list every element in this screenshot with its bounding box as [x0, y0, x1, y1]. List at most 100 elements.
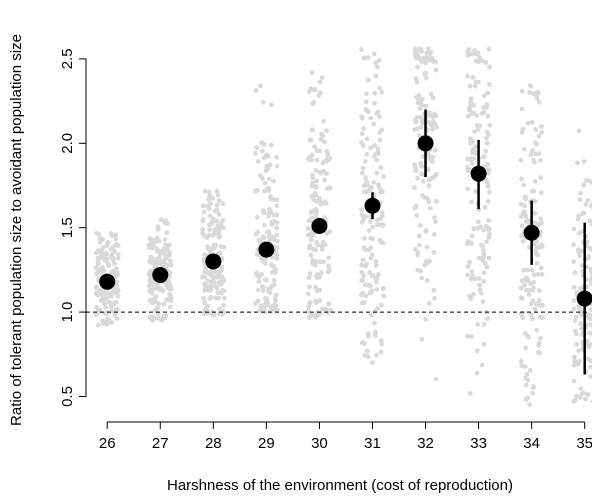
raw-point	[104, 321, 110, 327]
raw-point	[530, 316, 535, 322]
raw-point	[166, 253, 172, 258]
raw-point	[430, 95, 436, 101]
x-tick-label: 26	[99, 435, 116, 452]
raw-point	[534, 261, 540, 266]
raw-point	[578, 321, 584, 327]
raw-point	[168, 262, 174, 268]
x-tick-label: 33	[470, 435, 487, 452]
raw-point	[375, 217, 380, 223]
raw-point	[207, 227, 212, 233]
raw-point	[482, 260, 488, 266]
raw-point	[373, 329, 378, 335]
raw-point	[262, 180, 268, 186]
raw-point	[253, 150, 258, 156]
raw-point	[427, 258, 433, 264]
raw-point	[534, 90, 540, 95]
raw-point	[163, 242, 169, 248]
raw-point	[485, 199, 491, 204]
raw-point	[432, 147, 438, 153]
raw-point	[368, 255, 374, 261]
raw-point	[314, 148, 320, 154]
raw-point	[327, 185, 333, 191]
raw-point	[575, 160, 580, 166]
raw-point	[97, 309, 102, 314]
raw-point	[208, 284, 214, 289]
raw-point	[381, 293, 386, 299]
raw-point	[202, 307, 208, 313]
raw-point	[359, 278, 364, 283]
raw-point	[113, 236, 119, 242]
raw-point	[152, 298, 158, 304]
raw-point	[465, 264, 471, 269]
axes: 0.5 1.0 1.5 2.0 2.5 26 27 28 29 30 31 32 33 34 35	[59, 48, 592, 452]
raw-point	[273, 298, 278, 303]
raw-point	[420, 193, 425, 198]
raw-point	[427, 156, 433, 162]
raw-point	[588, 374, 592, 380]
raw-point	[113, 307, 119, 312]
raw-point	[158, 217, 164, 223]
raw-point	[484, 105, 490, 111]
raw-point	[472, 276, 478, 282]
raw-point	[307, 315, 312, 320]
raw-point	[575, 249, 581, 255]
raw-point	[472, 129, 477, 135]
raw-point	[317, 79, 323, 85]
raw-point	[206, 206, 212, 212]
raw-point	[98, 267, 104, 273]
raw-point	[310, 257, 315, 263]
raw-point	[432, 174, 437, 180]
raw-point	[524, 332, 529, 338]
raw-point	[306, 309, 311, 314]
mean-point	[152, 266, 169, 283]
raw-point	[97, 235, 103, 241]
raw-point	[364, 261, 369, 267]
raw-point	[147, 270, 153, 276]
raw-point	[362, 353, 368, 358]
raw-point	[311, 247, 317, 252]
raw-point	[309, 152, 315, 158]
raw-point	[378, 222, 383, 227]
raw-point	[572, 397, 578, 403]
raw-point	[366, 228, 372, 234]
raw-point	[429, 123, 435, 128]
raw-point	[155, 305, 161, 311]
raw-point	[261, 235, 267, 241]
raw-point	[587, 218, 592, 224]
raw-point	[523, 287, 529, 293]
raw-point	[214, 269, 220, 275]
mean-point	[470, 165, 487, 182]
raw-point	[532, 241, 537, 247]
raw-point	[467, 107, 472, 113]
raw-point	[578, 386, 584, 391]
raw-point	[538, 190, 544, 196]
raw-point	[319, 75, 325, 81]
raw-point	[426, 183, 432, 189]
raw-point	[322, 177, 327, 183]
raw-point	[274, 203, 280, 209]
raw-point	[487, 64, 492, 70]
raw-point	[272, 218, 277, 224]
raw-point	[468, 96, 474, 102]
raw-point	[373, 73, 379, 79]
raw-point	[261, 210, 267, 216]
raw-point	[364, 348, 370, 354]
raw-point	[321, 259, 327, 265]
raw-point	[415, 175, 420, 181]
raw-point	[361, 341, 367, 346]
raw-point	[376, 271, 381, 277]
raw-point	[156, 301, 162, 307]
raw-point	[255, 159, 261, 164]
raw-point	[571, 298, 577, 303]
raw-point	[359, 140, 364, 146]
raw-point	[468, 100, 474, 106]
raw-point	[201, 209, 207, 215]
raw-point	[475, 225, 481, 231]
raw-point	[367, 290, 373, 296]
raw-point	[373, 258, 379, 264]
raw-point	[537, 314, 543, 320]
raw-point	[161, 301, 167, 307]
raw-point	[475, 50, 481, 56]
raw-point	[212, 208, 218, 214]
